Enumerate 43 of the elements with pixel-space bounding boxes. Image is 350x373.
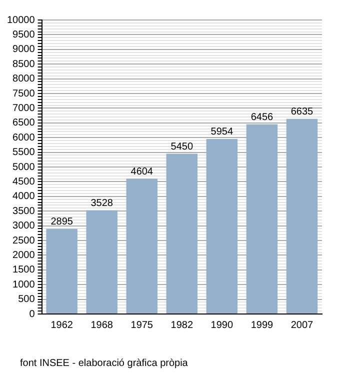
data-label: 4604 bbox=[130, 166, 154, 178]
bar bbox=[286, 118, 318, 314]
data-label: 3528 bbox=[90, 198, 114, 210]
data-label: 5954 bbox=[210, 126, 234, 138]
y-tick-label: 0 bbox=[29, 308, 36, 320]
y-tick-label: 1500 bbox=[12, 264, 36, 276]
y-tick-label: 8500 bbox=[12, 58, 36, 70]
data-label: 5450 bbox=[170, 142, 194, 153]
bar bbox=[126, 178, 158, 314]
y-tick-label: 5000 bbox=[12, 162, 36, 173]
y-tick-label: 2500 bbox=[12, 235, 36, 246]
data-label: 6456 bbox=[250, 112, 274, 123]
x-tick-label: 1990 bbox=[210, 320, 234, 331]
x-tick-label: 1968 bbox=[90, 320, 114, 331]
y-tick-label: 2000 bbox=[12, 250, 36, 261]
y-tick-label: 1000 bbox=[12, 279, 36, 290]
y-tick-label: 9500 bbox=[12, 29, 36, 40]
text: font INSEE - elaboració gràfica pròpia bbox=[20, 358, 188, 369]
x-tick-label: 2007 bbox=[290, 320, 314, 331]
x-tick-label: 1975 bbox=[130, 320, 154, 331]
y-tick-label: 9000 bbox=[12, 44, 36, 56]
data-label: 2895 bbox=[50, 216, 74, 228]
y-tick-label: 4500 bbox=[12, 176, 36, 188]
y-tick-label: 5500 bbox=[12, 147, 36, 158]
y-tick-label: 500 bbox=[18, 294, 36, 306]
y-tick-label: 3000 bbox=[12, 220, 36, 232]
bar bbox=[46, 228, 78, 314]
bar bbox=[166, 154, 198, 314]
data-label: 6635 bbox=[290, 106, 314, 118]
x-tick-label: 1999 bbox=[250, 320, 274, 331]
y-tick-label: 10000 bbox=[6, 14, 36, 26]
y-tick-label: 7000 bbox=[12, 102, 36, 114]
y-tick-label: 4000 bbox=[12, 191, 36, 202]
bar bbox=[246, 124, 278, 314]
y-tick-label: 6000 bbox=[12, 132, 36, 144]
bar bbox=[86, 210, 118, 314]
y-tick-label: 8000 bbox=[12, 74, 36, 85]
y-tick-label: 6500 bbox=[12, 118, 36, 129]
x-tick-label: 1962 bbox=[50, 320, 74, 331]
y-tick-label: 3500 bbox=[12, 206, 36, 217]
y-tick-label: 7500 bbox=[12, 88, 36, 100]
x-tick-label: 1982 bbox=[170, 320, 194, 331]
bar bbox=[206, 138, 238, 314]
